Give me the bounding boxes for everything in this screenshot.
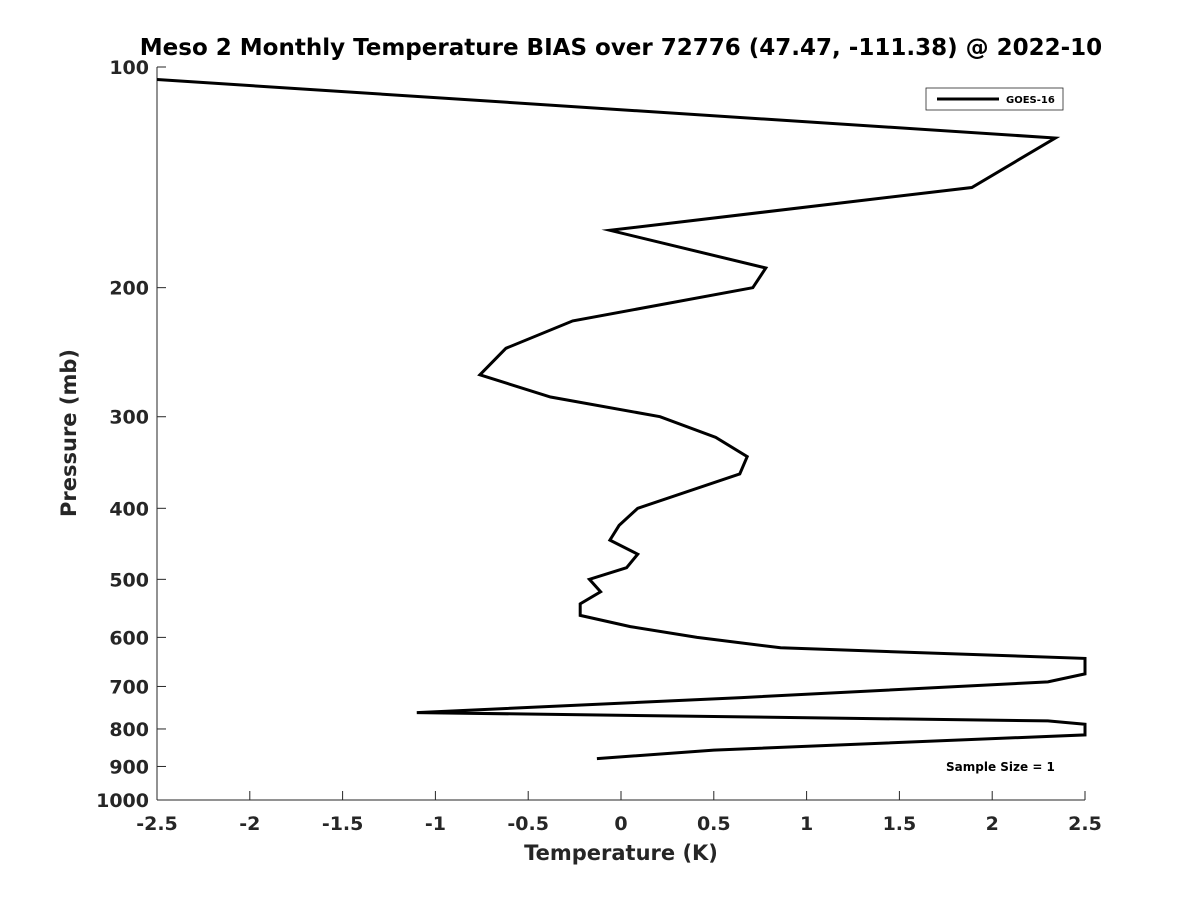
- sample-size-annotation: Sample Size = 1: [946, 760, 1055, 774]
- y-tick-label: 500: [109, 569, 149, 591]
- series-line-goes-16: [156, 78, 1087, 761]
- plot-area: [157, 67, 1085, 800]
- y-tick-label: 600: [109, 627, 149, 649]
- y-axis: 100 200 300 400 500 600 700 800 900 1000: [96, 57, 166, 812]
- y-tick-label: 900: [109, 756, 149, 778]
- y-axis-label: Pressure (mb): [57, 349, 81, 517]
- y-tick-label: 800: [109, 719, 149, 741]
- x-tick-label: 1.5: [883, 813, 917, 835]
- x-tick-label: 2: [986, 813, 999, 835]
- x-tick-label: 0: [614, 813, 627, 835]
- y-tick-label: 300: [109, 407, 149, 429]
- x-tick-label: -1.5: [322, 813, 364, 835]
- x-axis-label: Temperature (K): [524, 841, 718, 865]
- series-layer: [156, 78, 1087, 761]
- x-tick-label: -1: [425, 813, 446, 835]
- y-tick-label: 200: [109, 278, 149, 300]
- y-tick-label: 100: [109, 57, 149, 79]
- x-tick-label: -2.5: [136, 813, 178, 835]
- x-tick-label: 1: [800, 813, 813, 835]
- x-tick-label: -2: [239, 813, 260, 835]
- x-axis: -2.5 -2 -1.5 -1 -0.5 0 0.5 1 1.5 2 2.5: [136, 791, 1102, 835]
- x-tick-label: -0.5: [507, 813, 549, 835]
- x-tick-label: 0.5: [697, 813, 731, 835]
- x-tick-label: 2.5: [1068, 813, 1102, 835]
- y-tick-label: 700: [109, 676, 149, 698]
- y-tick-label: 1000: [96, 790, 149, 812]
- legend: GOES-16: [925, 87, 1064, 111]
- legend-label-goes-16: GOES-16: [1006, 95, 1055, 106]
- y-tick-label: 400: [109, 498, 149, 520]
- chart-title: Meso 2 Monthly Temperature BIAS over 727…: [140, 35, 1102, 61]
